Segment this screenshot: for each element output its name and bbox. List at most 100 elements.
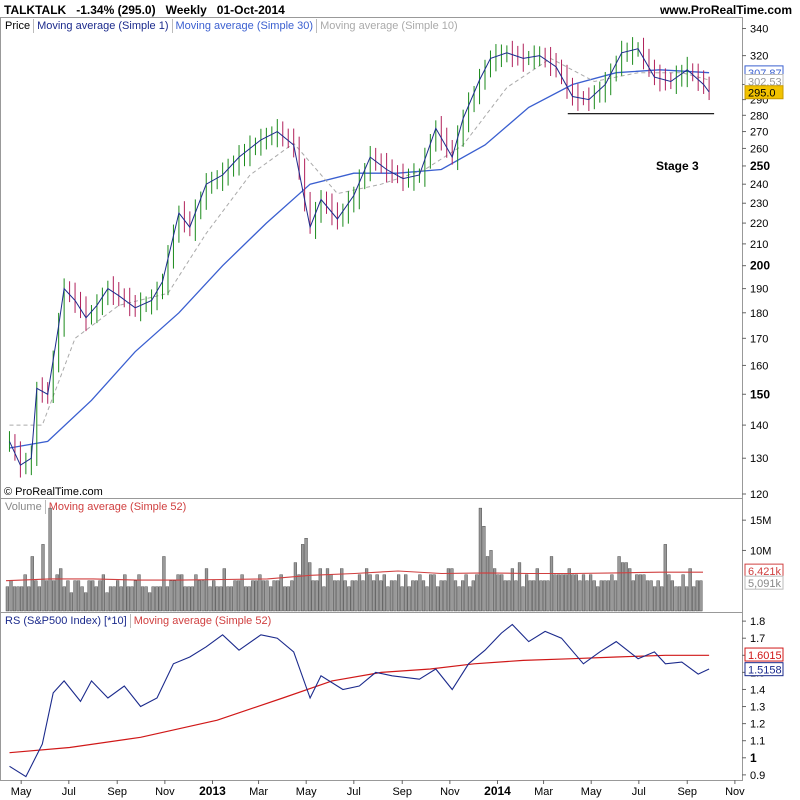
volume-bar (485, 556, 490, 612)
axes: 3403203002902802702602502402302202102001… (11, 24, 784, 798)
volume-bar (560, 574, 564, 612)
volume-bar (596, 586, 600, 612)
legend-volume[interactable]: Volume (2, 500, 46, 514)
volume-bar (411, 580, 415, 612)
volume-ma52-last-label: 6,421k (748, 566, 782, 578)
volume-bar (681, 574, 685, 612)
x-tick-label: 2013 (199, 784, 226, 798)
volume-bar (165, 586, 169, 612)
volume-bar (514, 580, 518, 612)
volume-bar (190, 586, 194, 612)
x-tick-label: Jul (632, 786, 646, 798)
volume-bar (453, 580, 458, 612)
volume-bar (240, 574, 244, 612)
x-tick-label: Sep (392, 786, 412, 798)
volume-bar (617, 556, 621, 612)
volume-bar (62, 586, 66, 612)
volume-bar (613, 580, 618, 612)
volume-bar (532, 580, 536, 612)
volume-bar (443, 580, 447, 612)
volume-bar (610, 574, 614, 612)
volume-bar (322, 586, 326, 612)
legend-ma30[interactable]: Moving average (Simple 30) (173, 19, 318, 33)
volume-bar (418, 574, 422, 612)
volume-bar (183, 586, 187, 612)
volume-bar (425, 586, 429, 612)
volume-plot (5, 507, 703, 612)
x-tick-label: 2014 (484, 784, 511, 798)
volume-bar (212, 580, 216, 612)
price-tick-label: 260 (750, 143, 768, 155)
volume-bar (219, 586, 223, 612)
volume-bar (258, 574, 262, 612)
x-tick-label: Nov (440, 786, 460, 798)
price-plot (8, 37, 715, 478)
volume-bar (407, 586, 411, 612)
legend-rs-ma52[interactable]: Moving average (Simple 52) (133, 615, 272, 627)
rs-ma52-last-label: 1.6015 (748, 650, 782, 662)
volume-bar (329, 574, 333, 612)
symbol-label: TALKTALK (4, 3, 67, 17)
volume-bar (574, 574, 578, 612)
volume-bar (272, 580, 276, 612)
volume-bar (493, 568, 497, 612)
volume-bar (692, 586, 696, 612)
price-tick-label: 190 (750, 284, 768, 296)
volume-bar (500, 574, 504, 612)
volume-bar (12, 586, 17, 612)
x-tick-label: Nov (725, 786, 745, 798)
volume-bar (642, 574, 646, 612)
volume-bar (226, 586, 230, 612)
volume-bar (208, 586, 212, 612)
volume-bar (436, 586, 440, 612)
price-tick-label: 130 (750, 453, 768, 465)
volume-bar (489, 550, 493, 612)
price-tick-label: 270 (750, 127, 768, 139)
volume-bar (635, 574, 639, 612)
price-tick-label: 170 (750, 333, 768, 345)
volume-bar (542, 580, 546, 612)
volume-last-label: 5,091k (748, 578, 782, 590)
legend-rs[interactable]: RS (S&P500 Index) [*10] (2, 614, 131, 628)
volume-bar (354, 580, 358, 612)
volume-bar (688, 568, 692, 612)
volume-bar (457, 586, 461, 612)
volume-bar (66, 580, 70, 612)
volume-bar (517, 562, 522, 612)
rs-ma52-last-label-box (744, 647, 784, 662)
legend-ma10[interactable]: Moving average (Simple 10) (320, 20, 458, 32)
volume-bar (386, 586, 390, 612)
volume-bar (261, 580, 265, 612)
volume-bar (660, 586, 664, 612)
legend-ma1[interactable]: Moving average (Simple 1) (34, 19, 173, 33)
price-tick-label: 180 (750, 308, 768, 320)
volume-bar (83, 592, 88, 612)
volume-bar (269, 586, 273, 612)
x-tick-label: May (11, 786, 32, 798)
site-label[interactable]: www.ProRealTime.com (659, 3, 792, 17)
volume-bar (140, 586, 145, 612)
volume-bar (340, 568, 344, 612)
volume-legend: Volume Moving average (Simple 52) (2, 500, 189, 514)
volume-bar (254, 580, 258, 612)
rs-legend: RS (S&P500 Index) [*10] Moving average (… (2, 614, 274, 628)
price-tick-label: 150 (750, 387, 770, 401)
volume-bar (187, 586, 191, 612)
volume-bar (599, 580, 603, 612)
volume-bar (98, 580, 102, 612)
volume-bar (197, 580, 201, 612)
volume-bar (347, 586, 351, 612)
volume-bar (325, 568, 330, 612)
price-tick-label: 210 (750, 239, 768, 251)
volume-bar (589, 574, 593, 612)
legend-vol-ma52[interactable]: Moving average (Simple 52) (48, 501, 187, 513)
rs-tick-label: 1.7 (750, 633, 765, 645)
price-legend: Price Moving average (Simple 1) Moving a… (2, 19, 461, 33)
legend-price[interactable]: Price (2, 19, 35, 33)
volume-bar (535, 568, 539, 612)
volume-bar (133, 580, 137, 612)
volume-bar (503, 580, 507, 612)
volume-bar (283, 586, 287, 612)
